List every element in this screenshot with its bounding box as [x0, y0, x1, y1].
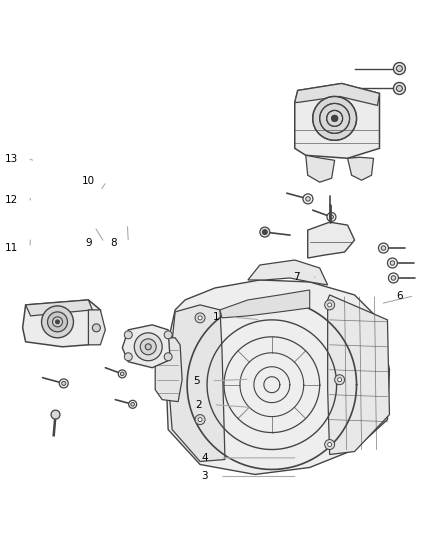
Circle shape [306, 197, 310, 201]
Circle shape [396, 85, 403, 92]
Circle shape [56, 320, 60, 324]
Polygon shape [328, 295, 389, 455]
Circle shape [389, 273, 399, 283]
Circle shape [388, 258, 397, 268]
Circle shape [164, 331, 172, 339]
Circle shape [48, 312, 67, 332]
Circle shape [393, 83, 406, 94]
Circle shape [262, 230, 267, 235]
Circle shape [338, 378, 342, 382]
Circle shape [124, 331, 132, 339]
Circle shape [378, 243, 389, 253]
Text: 1: 1 [212, 312, 219, 322]
Circle shape [118, 370, 126, 378]
Polygon shape [25, 300, 92, 316]
Circle shape [53, 317, 63, 327]
Text: 2: 2 [195, 400, 201, 410]
Text: 13: 13 [5, 154, 18, 164]
Circle shape [198, 316, 202, 320]
Polygon shape [155, 338, 182, 402]
Text: 4: 4 [201, 453, 208, 463]
Circle shape [390, 261, 395, 265]
Circle shape [195, 313, 205, 323]
Circle shape [332, 116, 338, 122]
Circle shape [328, 442, 332, 447]
Circle shape [198, 417, 202, 422]
Circle shape [381, 246, 386, 251]
Text: 10: 10 [81, 176, 95, 187]
Circle shape [313, 96, 357, 140]
Circle shape [124, 353, 132, 361]
Polygon shape [122, 325, 170, 368]
Text: 9: 9 [86, 238, 92, 247]
Circle shape [145, 344, 151, 350]
Polygon shape [308, 222, 355, 258]
Circle shape [195, 415, 205, 425]
Text: 7: 7 [293, 272, 300, 282]
Text: 6: 6 [396, 290, 403, 301]
Circle shape [393, 62, 406, 75]
Polygon shape [220, 290, 310, 318]
Circle shape [131, 402, 134, 406]
Circle shape [303, 194, 313, 204]
Polygon shape [295, 84, 379, 106]
Circle shape [328, 303, 332, 307]
Circle shape [134, 333, 162, 361]
Polygon shape [348, 157, 374, 180]
Text: 5: 5 [193, 376, 199, 386]
Polygon shape [23, 300, 100, 347]
Polygon shape [168, 305, 225, 462]
Circle shape [164, 353, 172, 361]
Text: 8: 8 [110, 238, 117, 247]
Circle shape [42, 306, 74, 338]
Circle shape [325, 440, 335, 449]
Text: 12: 12 [5, 195, 18, 205]
Circle shape [396, 66, 403, 71]
Circle shape [325, 300, 335, 310]
Polygon shape [88, 310, 106, 345]
Circle shape [260, 227, 270, 237]
Polygon shape [306, 155, 335, 182]
Text: 3: 3 [201, 472, 208, 481]
Text: 11: 11 [5, 243, 18, 253]
Circle shape [62, 382, 66, 385]
Circle shape [329, 215, 333, 219]
Circle shape [335, 375, 345, 385]
Circle shape [140, 339, 156, 355]
Circle shape [391, 276, 396, 280]
Polygon shape [165, 280, 389, 474]
Circle shape [51, 410, 60, 419]
Polygon shape [248, 260, 328, 285]
Circle shape [327, 213, 336, 221]
Polygon shape [295, 84, 379, 158]
Circle shape [59, 379, 68, 388]
Circle shape [120, 372, 124, 376]
Circle shape [92, 324, 100, 332]
Circle shape [129, 400, 137, 408]
